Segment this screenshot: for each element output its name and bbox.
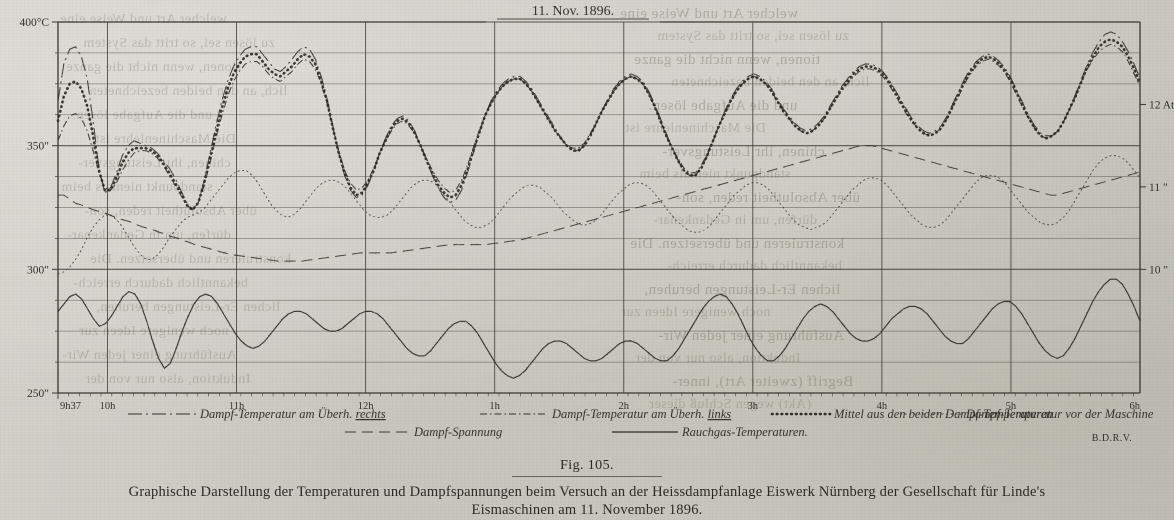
publisher-signature: B.D.R.V.	[1092, 433, 1133, 444]
x-axis-tick-label: 9h37	[60, 401, 81, 412]
chart-title: 11. Nov. 1896.	[497, 4, 649, 20]
chart-gridlines	[58, 21, 1140, 394]
right-axis-tick-label: 10 "	[1149, 264, 1168, 276]
chart-axis-ticks	[52, 21, 1146, 399]
x-axis-tick-label: 11h	[229, 401, 245, 412]
x-axis-tick-label: 1h	[489, 401, 500, 412]
series-line	[56, 38, 1142, 212]
x-axis-tick-label: 12h	[358, 401, 375, 412]
y-axis-tick-label: 350"	[27, 141, 49, 153]
x-axis-tick-label: 4h	[877, 401, 888, 412]
x-axis-tick-label: 2h	[618, 401, 629, 412]
y-axis-tick-label: 300"	[27, 264, 49, 276]
right-axis-tick-label: 11 "	[1149, 182, 1168, 194]
legend-label: Dampf-Spannung	[413, 425, 502, 439]
figure-number: Fig. 105.	[560, 458, 614, 473]
legend-label: Rauchgas-Temperaturen.	[681, 425, 808, 439]
figure-caption-block: Fig. 105. Graphische Darstellung der Tem…	[0, 458, 1174, 519]
chart-axis-labels: 400°C 350" 300" 250" 12 At 11 " 10 " 9h37 10h 11h…	[19, 17, 1174, 412]
x-axis-tick-label: 5h	[1006, 401, 1017, 412]
chart-series-lines	[56, 31, 1142, 379]
chart-legend: Dampf-Temperatur am Überh. rechts Dampf-T…	[128, 406, 1154, 444]
series-line	[57, 43, 1141, 211]
legend-label: Dampf-Temperatur am Überh. rechts	[199, 406, 386, 421]
x-axis-tick-label: 10h	[100, 401, 117, 412]
caption-line-2: Eismaschinen am 11. November 1896.	[471, 502, 703, 519]
caption-rule	[512, 476, 662, 477]
x-axis-tick-label: 6h	[1130, 401, 1141, 412]
caption-line-1: Graphische Darstellung der Temperaturen …	[128, 484, 1046, 500]
y-axis-tick-label: 250"	[27, 388, 49, 400]
x-axis-tick-label: 3h	[748, 401, 759, 412]
chart-date-title: 11. Nov. 1896.	[532, 4, 614, 19]
legend-label: Dampf-Temperatur am Überh. links	[551, 406, 731, 421]
right-axis-tick-label: 12 At	[1149, 99, 1174, 111]
y-axis-tick-label: 400°C	[19, 17, 49, 29]
legend-label: Dampf-Temperatur vor der Maschine	[965, 407, 1154, 421]
series-line	[58, 145, 1141, 262]
series-line	[57, 155, 1141, 275]
series-line	[57, 278, 1141, 379]
